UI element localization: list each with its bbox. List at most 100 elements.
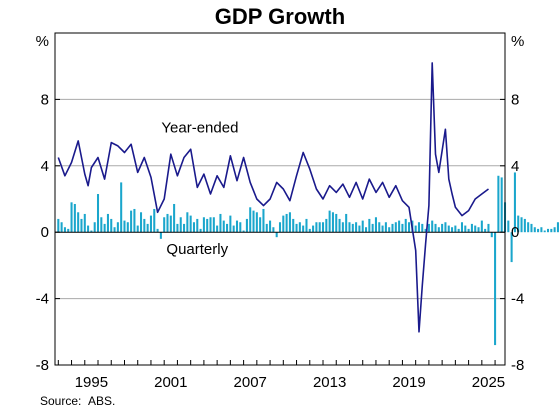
y-tick-label: -8	[511, 357, 524, 374]
quarterly-bar	[70, 202, 73, 233]
quarterly-bar	[441, 223, 444, 233]
quarterly-bar	[358, 225, 361, 233]
quarterly-bar	[136, 225, 139, 233]
gridlines	[55, 98, 505, 300]
quarterly-bar	[477, 227, 480, 233]
quarterly-bar	[232, 225, 235, 233]
quarterly-bar	[378, 222, 381, 233]
quarterly-bar	[394, 222, 397, 233]
quarterly-bar	[434, 223, 437, 233]
quarterly-bar	[140, 212, 143, 233]
quarterly-bar	[318, 222, 321, 233]
quarterly-bar	[345, 213, 348, 233]
quarterly-bar	[467, 228, 470, 233]
quarterly-bar	[550, 228, 553, 233]
quarterly-bar	[252, 210, 255, 233]
quarterly-bar	[229, 215, 232, 233]
quarterly-bar	[341, 222, 344, 233]
quarterly-bar	[543, 230, 546, 233]
y-tick-label: -4	[511, 291, 524, 308]
quarterly-bar	[421, 223, 424, 233]
quarterly-bar	[530, 223, 533, 233]
quarterly-bar	[404, 218, 407, 233]
quarterly-bar	[235, 220, 239, 233]
y-unit-right: %	[511, 33, 524, 50]
y-tick-label: 8	[511, 91, 519, 108]
quarterly-bar	[321, 222, 325, 233]
y-tick-label: 0	[511, 224, 519, 241]
quarterly-bar	[460, 222, 464, 233]
quarterly-bar	[374, 217, 377, 233]
quarterly-bar	[100, 217, 103, 233]
quarterly-bar	[130, 210, 133, 233]
quarterly-bar	[335, 213, 338, 233]
x-tick-label: 2025	[472, 374, 505, 391]
quarterly-bar	[288, 212, 291, 233]
chart-title: GDP Growth	[214, 4, 346, 29]
quarterly-bar	[398, 220, 401, 233]
series-label-quarterly: Quarterly	[166, 241, 228, 258]
quarterly-bar	[183, 223, 186, 233]
y-unit-left: %	[36, 33, 49, 50]
quarterly-bar	[120, 182, 123, 233]
source-label: Source:	[40, 394, 82, 408]
quarterly-bar	[173, 203, 176, 233]
quarterly-bar	[384, 222, 387, 233]
y-tick-label: 4	[41, 158, 49, 175]
quarterly-bar	[431, 220, 434, 233]
quarterly-bar	[556, 222, 559, 233]
quarterly-bar	[401, 223, 404, 233]
quarterly-bar	[523, 218, 526, 233]
quarterly-bar	[133, 208, 136, 233]
x-axis: 1995 2001 2007 2013 2019 2025	[57, 360, 505, 391]
quarterly-bar	[325, 218, 328, 233]
quarterly-bar	[156, 228, 159, 233]
year-ended-line-path	[57, 62, 489, 333]
quarterly-bar	[312, 225, 315, 233]
quarterly-bar	[500, 177, 503, 233]
quarterly-bar	[417, 222, 420, 233]
source-note: Source: ABS.	[40, 394, 115, 408]
quarterly-bar	[487, 223, 490, 233]
quarterly-bar	[106, 213, 109, 233]
quarterly-bar	[90, 230, 93, 233]
quarterly-bar	[242, 230, 245, 233]
quarterly-bar	[427, 223, 430, 233]
quarterly-bar	[275, 232, 278, 238]
y-tick-label: 8	[41, 91, 49, 108]
quarterly-bar	[457, 228, 460, 233]
quarterly-bar	[189, 215, 192, 233]
y-tick-label: -4	[36, 291, 49, 308]
quarterly-bar	[348, 222, 351, 233]
quarterly-bar	[103, 223, 106, 233]
quarterly-bar	[537, 228, 540, 233]
quarterly-bar	[451, 227, 454, 233]
quarterly-bar	[126, 222, 129, 233]
quarterly-bar	[226, 223, 229, 233]
y-tick-label: 0	[41, 224, 49, 241]
y-tick-label: 4	[511, 158, 519, 175]
quarterly-bar	[447, 225, 450, 233]
quarterly-bar	[474, 225, 477, 233]
quarterly-bar	[444, 222, 447, 233]
quarterly-bar	[80, 218, 83, 233]
y-tick-label: -8	[36, 357, 49, 374]
quarterly-bar	[546, 228, 550, 233]
quarterly-bar	[159, 232, 162, 239]
quarterly-bar	[480, 220, 483, 233]
quarterly-bar	[361, 220, 364, 233]
quarterly-bar	[292, 218, 295, 233]
quarterly-bar	[302, 225, 305, 233]
quarterly-bar	[365, 227, 368, 233]
quarterly-bar	[209, 217, 212, 233]
quarterly-bar	[255, 212, 258, 233]
quarterly-bar	[437, 227, 440, 233]
quarterly-bar	[123, 220, 126, 233]
quarterly-bar	[540, 227, 543, 233]
x-tick-label: 2019	[392, 374, 425, 391]
quarterly-bar	[176, 223, 179, 233]
quarterly-bar	[391, 223, 394, 233]
quarterly-bar	[269, 220, 272, 233]
quarterly-bar	[305, 218, 308, 233]
